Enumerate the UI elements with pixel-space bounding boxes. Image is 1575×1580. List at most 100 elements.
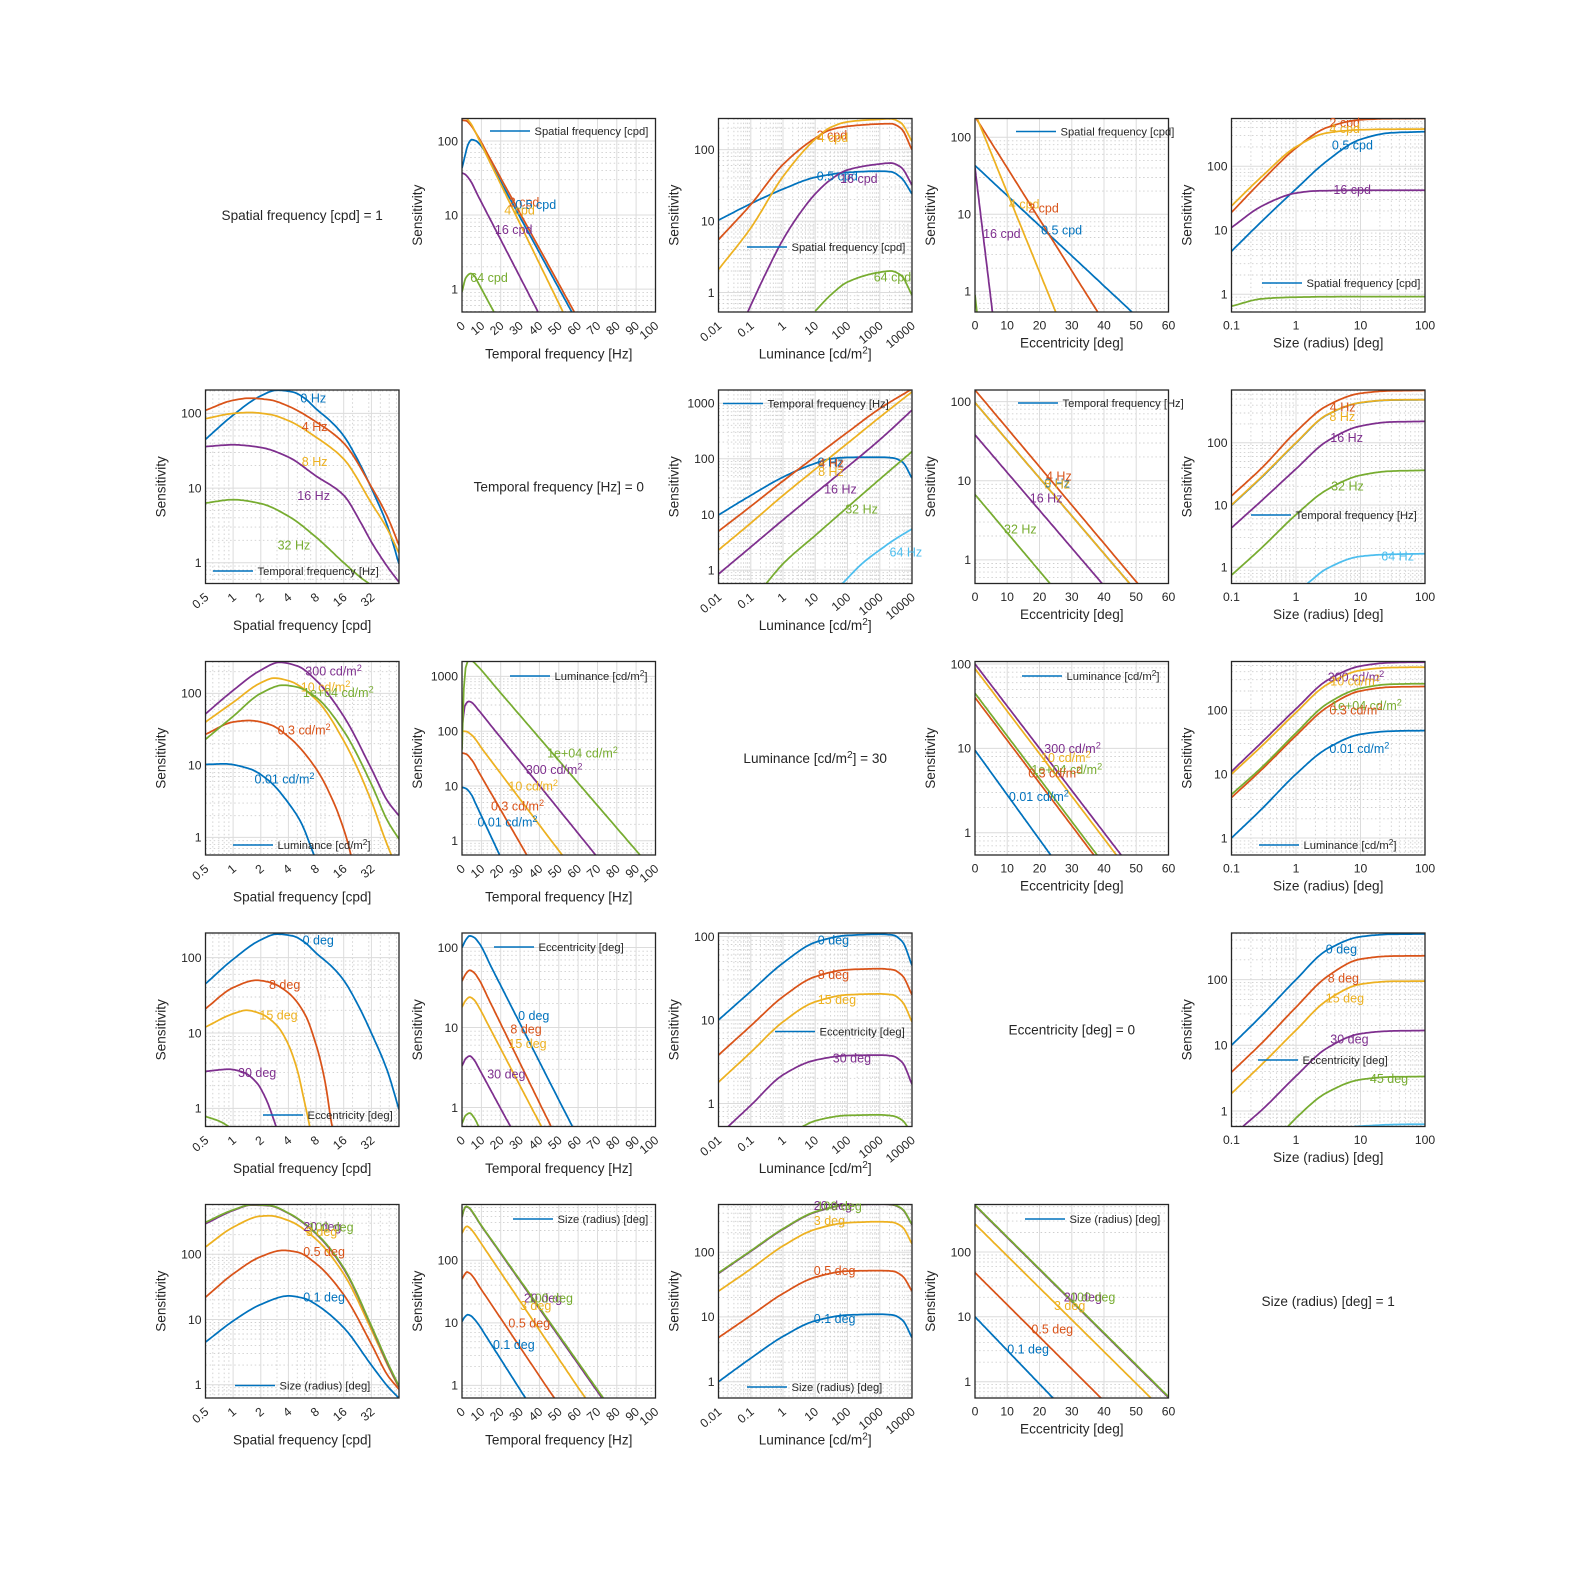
svg-text:0: 0 [972, 590, 979, 604]
svg-text:30 deg: 30 deg [487, 1068, 525, 1082]
svg-text:0 Hz: 0 Hz [300, 392, 326, 406]
svg-text:Spatial frequency [cpd]: Spatial frequency [cpd] [1061, 127, 1175, 139]
svg-text:50: 50 [1129, 319, 1143, 333]
svg-text:16 cpd: 16 cpd [1333, 183, 1371, 197]
svg-text:Sensitivity: Sensitivity [1180, 456, 1195, 517]
svg-text:100: 100 [438, 134, 459, 148]
svg-text:100: 100 [1415, 590, 1436, 604]
svg-text:0.01 cd/m2: 0.01 cd/m2 [1009, 788, 1069, 804]
svg-text:100: 100 [694, 452, 715, 466]
svg-text:100: 100 [438, 941, 459, 955]
svg-text:Eccentricity [deg]: Eccentricity [deg] [1020, 607, 1124, 622]
svg-text:Temporal frequency [Hz]: Temporal frequency [Hz] [1063, 398, 1184, 410]
svg-text:10: 10 [957, 742, 971, 756]
svg-text:0.3 cd/m2: 0.3 cd/m2 [278, 722, 331, 738]
svg-text:0: 0 [972, 1405, 979, 1419]
svg-text:0.01 cd/m2: 0.01 cd/m2 [255, 771, 315, 787]
svg-text:30: 30 [1065, 862, 1079, 876]
svg-text:Spatial frequency [cpd]: Spatial frequency [cpd] [233, 889, 371, 904]
svg-text:Size (radius) [deg]: Size (radius) [deg] [558, 1214, 649, 1226]
svg-text:16 Hz: 16 Hz [1030, 492, 1063, 506]
svg-text:Sensitivity: Sensitivity [154, 456, 169, 517]
svg-text:10: 10 [1354, 590, 1368, 604]
svg-text:2 cpd: 2 cpd [1028, 202, 1059, 216]
svg-text:0.5 cpd: 0.5 cpd [515, 198, 556, 212]
svg-text:Sensitivity: Sensitivity [1180, 184, 1195, 245]
svg-text:Luminance [cd/m2]: Luminance [cd/m2] [759, 1160, 872, 1176]
svg-text:60: 60 [1162, 1405, 1176, 1419]
svg-text:Sensitivity: Sensitivity [923, 1270, 938, 1331]
svg-text:10: 10 [444, 1316, 458, 1330]
svg-text:16 Hz: 16 Hz [824, 483, 857, 497]
svg-text:Eccentricity [deg]: Eccentricity [deg] [820, 1027, 905, 1039]
svg-text:0.1: 0.1 [1223, 590, 1240, 604]
svg-text:Eccentricity [deg]: Eccentricity [deg] [308, 1110, 393, 1122]
svg-text:8 deg: 8 deg [818, 968, 849, 982]
svg-text:10: 10 [1214, 224, 1228, 238]
svg-text:0.3 cd/m2: 0.3 cd/m2 [1329, 702, 1382, 718]
svg-text:1: 1 [195, 831, 202, 845]
svg-text:4 cpd: 4 cpd [1329, 122, 1360, 136]
svg-text:60: 60 [1162, 319, 1176, 333]
svg-text:Spatial frequency [cpd]: Spatial frequency [cpd] [233, 1161, 371, 1176]
svg-text:Temporal frequency [Hz]: Temporal frequency [Hz] [1296, 510, 1417, 522]
svg-text:64 cpd: 64 cpd [470, 271, 508, 285]
svg-text:20: 20 [1033, 1405, 1047, 1419]
svg-text:8 Hz: 8 Hz [302, 455, 328, 469]
svg-text:100 deg: 100 deg [1070, 1291, 1115, 1305]
svg-text:16 cpd: 16 cpd [840, 172, 878, 186]
svg-text:1: 1 [964, 553, 971, 567]
svg-text:1: 1 [1221, 1104, 1228, 1118]
svg-text:1: 1 [708, 1097, 715, 1111]
svg-text:Sensitivity: Sensitivity [667, 456, 682, 517]
svg-text:1e+04 cd/m2: 1e+04 cd/m2 [303, 685, 374, 701]
svg-text:20: 20 [1033, 590, 1047, 604]
svg-text:1e+04 cd/m2: 1e+04 cd/m2 [1031, 762, 1102, 778]
svg-text:20 deg: 20 deg [524, 1291, 562, 1305]
svg-text:16 cpd: 16 cpd [983, 227, 1021, 241]
svg-text:1: 1 [1293, 1133, 1300, 1147]
svg-text:0 deg: 0 deg [1326, 943, 1357, 957]
svg-text:64 Hz: 64 Hz [1381, 550, 1414, 564]
svg-text:Spatial frequency [cpd]: Spatial frequency [cpd] [1307, 278, 1421, 290]
svg-text:0.1 deg: 0.1 deg [303, 1291, 345, 1305]
svg-text:Size (radius) [deg]: Size (radius) [deg] [1273, 607, 1383, 622]
svg-text:Spatial frequency [cpd]: Spatial frequency [cpd] [535, 126, 649, 138]
svg-text:0.5 cpd: 0.5 cpd [1041, 224, 1082, 238]
svg-text:32 Hz: 32 Hz [1004, 523, 1037, 537]
svg-text:100: 100 [951, 657, 972, 671]
svg-text:0 Hz: 0 Hz [818, 455, 844, 469]
svg-text:Sensitivity: Sensitivity [410, 727, 425, 788]
svg-text:4 cpd: 4 cpd [818, 131, 849, 145]
svg-text:Sensitivity: Sensitivity [923, 456, 938, 517]
svg-text:Sensitivity: Sensitivity [923, 727, 938, 788]
svg-text:0 Hz: 0 Hz [1044, 477, 1070, 491]
svg-text:10: 10 [1214, 1039, 1228, 1053]
svg-text:15 deg: 15 deg [259, 1009, 297, 1023]
svg-text:Size (radius) [deg]: Size (radius) [deg] [1273, 1150, 1383, 1165]
svg-text:Spatial frequency [cpd]: Spatial frequency [cpd] [233, 1432, 371, 1447]
svg-text:Size (radius) [deg] = 1: Size (radius) [deg] = 1 [1262, 1294, 1395, 1309]
svg-text:30 deg: 30 deg [238, 1066, 276, 1080]
svg-text:30: 30 [1065, 1405, 1079, 1419]
svg-text:10: 10 [444, 208, 458, 222]
svg-text:50: 50 [1129, 862, 1143, 876]
svg-text:Sensitivity: Sensitivity [667, 1270, 682, 1331]
svg-text:Luminance [cd/m2]: Luminance [cd/m2] [759, 345, 872, 361]
svg-text:30 deg: 30 deg [833, 1051, 871, 1065]
svg-text:100: 100 [1415, 319, 1436, 333]
svg-text:60: 60 [1162, 862, 1176, 876]
svg-text:8 deg: 8 deg [269, 978, 300, 992]
svg-text:1: 1 [1293, 862, 1300, 876]
svg-text:100: 100 [181, 407, 202, 421]
svg-text:1: 1 [1293, 590, 1300, 604]
svg-text:20: 20 [1033, 862, 1047, 876]
svg-text:100: 100 [181, 951, 202, 965]
svg-text:1: 1 [1221, 288, 1228, 302]
svg-text:100: 100 [1415, 862, 1436, 876]
svg-text:100: 100 [181, 687, 202, 701]
svg-text:0 deg: 0 deg [818, 934, 849, 948]
svg-text:1: 1 [451, 282, 458, 296]
svg-text:100: 100 [1415, 1133, 1436, 1147]
svg-text:Sensitivity: Sensitivity [667, 184, 682, 245]
